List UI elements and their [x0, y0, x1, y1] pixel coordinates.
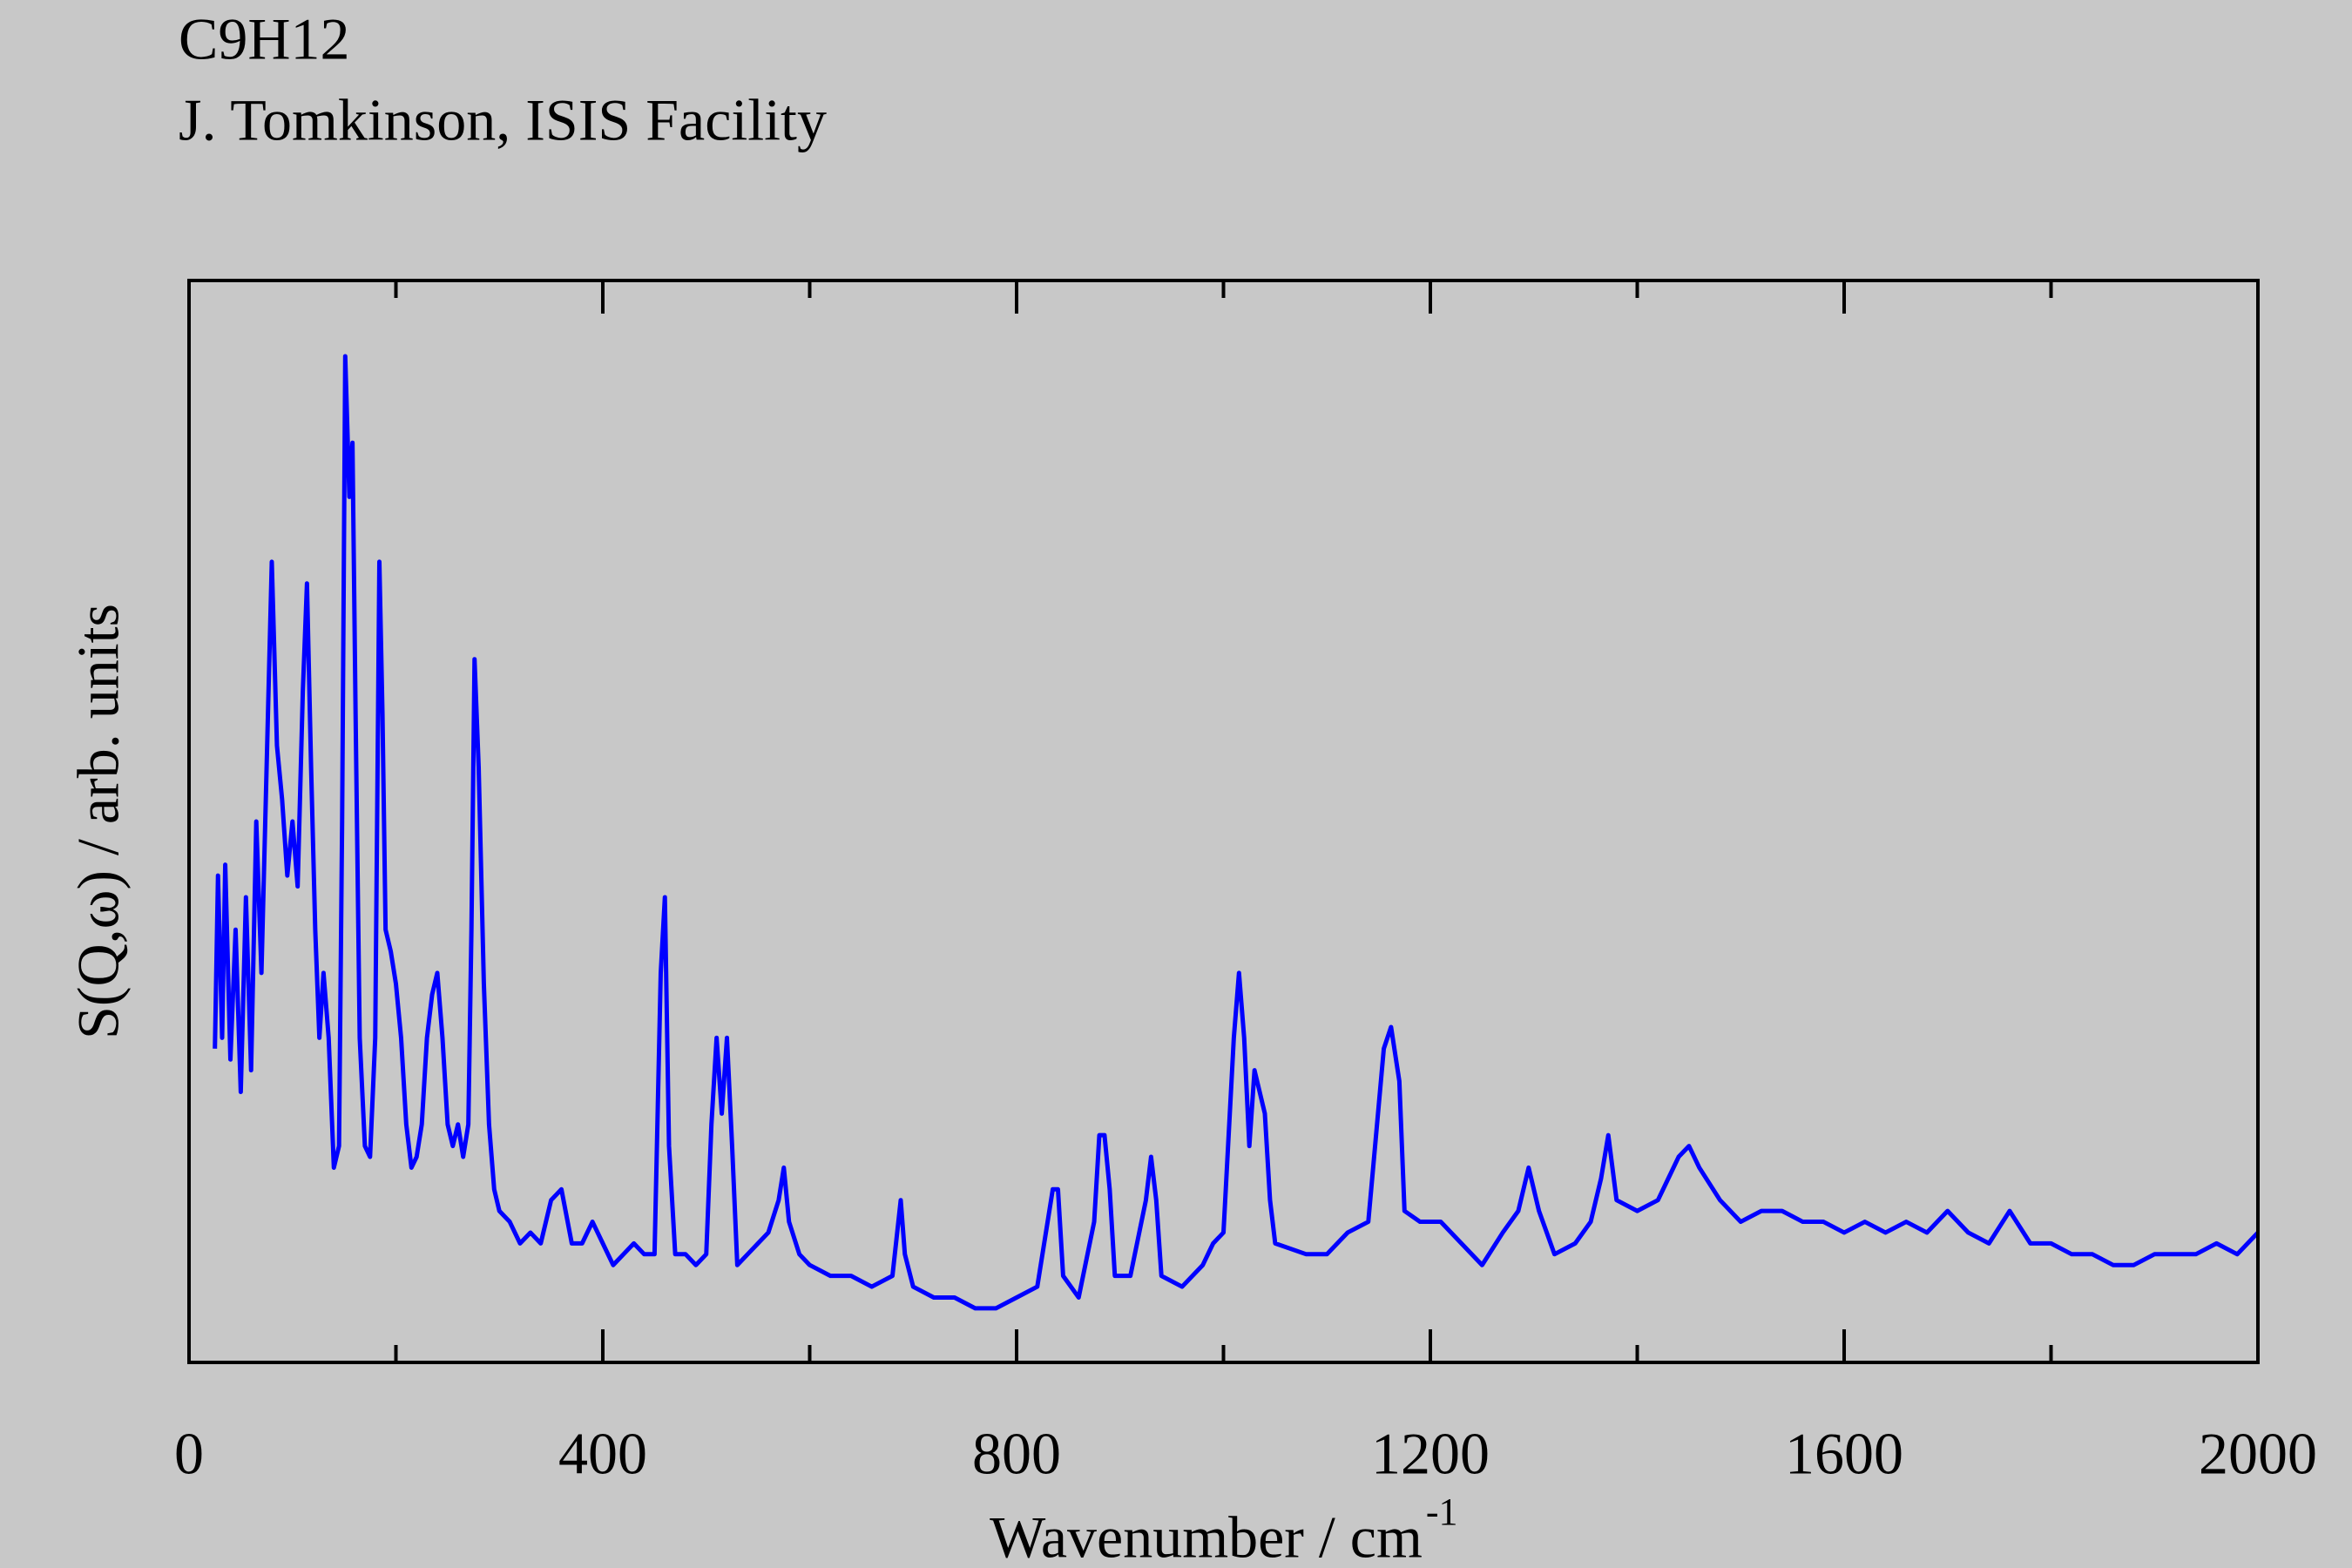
x-axis-label: Wavenumber / cm	[990, 1504, 1423, 1568]
x-tick-label: 1600	[1785, 1421, 1903, 1487]
x-tick-label: 400	[558, 1421, 647, 1487]
x-tick-label: 1200	[1371, 1421, 1490, 1487]
x-axis-label-superscript: -1	[1426, 1490, 1458, 1533]
x-tick-label: 0	[174, 1421, 204, 1487]
y-axis-label: S(Q,ω) / arb. units	[65, 604, 132, 1039]
chart-subtitle: J. Tomkinson, ISIS Facility	[179, 87, 827, 153]
spectrum-line	[213, 354, 2260, 1311]
x-tick-label: 2000	[2199, 1421, 2317, 1487]
x-tick-label: 800	[972, 1421, 1061, 1487]
chart-title: C9H12	[179, 6, 349, 72]
